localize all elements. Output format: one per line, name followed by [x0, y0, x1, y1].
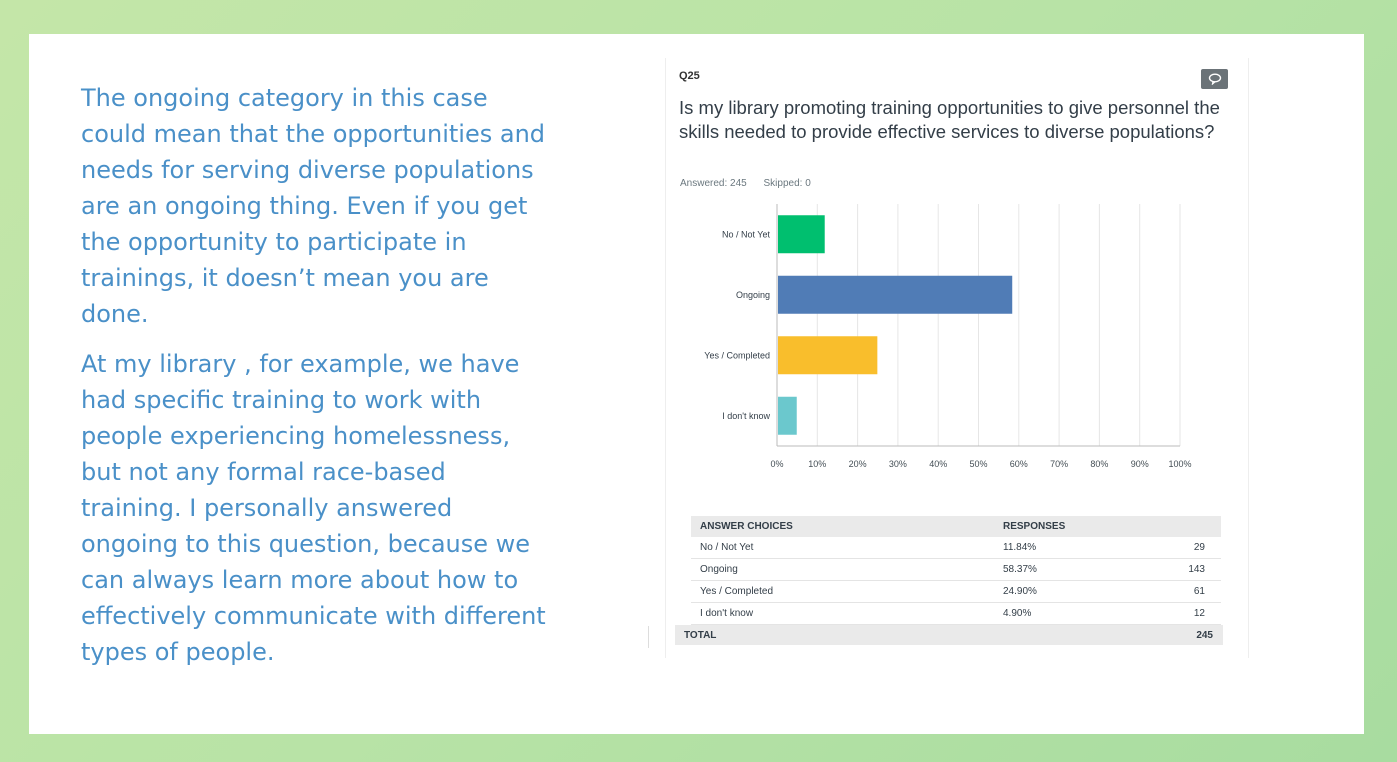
results-table: ANSWER CHOICES RESPONSES No / Not Yet 11…: [691, 516, 1221, 625]
response-meta: Answered: 245 Skipped: 0: [680, 178, 811, 189]
bar-ongoing[interactable]: [778, 275, 1013, 314]
table-row: Yes / Completed 24.90% 61: [691, 580, 1221, 603]
speech-bubble-icon: [1208, 73, 1221, 85]
row-percent: 58.37%: [994, 558, 1142, 581]
x-tick-label: 0%: [770, 459, 783, 469]
bar-yes-completed[interactable]: [778, 336, 878, 375]
x-tick-label: 90%: [1131, 459, 1149, 469]
bar-no-not-yet[interactable]: [778, 215, 825, 254]
x-tick-label: 10%: [808, 459, 826, 469]
x-tick-label: 80%: [1090, 459, 1108, 469]
row-choice: No / Not Yet: [691, 537, 994, 559]
category-label: No / Not Yet: [722, 229, 771, 239]
row-choice: Yes / Completed: [691, 580, 994, 603]
row-count: 143: [1142, 558, 1221, 581]
divider: [648, 626, 649, 648]
row-percent: 24.90%: [994, 580, 1142, 603]
question-text: Is my library promoting training opportu…: [679, 97, 1220, 142]
bar-chart: 0% 10% 20% 30% 40% 50% 60% 70% 80% 90% 100% No / No…: [704, 204, 1192, 469]
row-choice: Ongoing: [691, 558, 994, 581]
narrative-paragraph-2: At my library , for example, we have had…: [81, 350, 546, 666]
x-tick-label: 40%: [929, 459, 947, 469]
x-tick-label: 50%: [969, 459, 987, 469]
x-tick-label: 70%: [1050, 459, 1068, 469]
row-percent: 11.84%: [994, 537, 1142, 559]
total-value: 245: [1196, 630, 1213, 641]
x-tick-label: 20%: [849, 459, 867, 469]
skipped-count: Skipped: 0: [763, 178, 811, 189]
category-label: Yes / Completed: [704, 350, 770, 360]
slide: The ongoing category in this case could …: [29, 34, 1364, 734]
row-percent: 4.90%: [994, 602, 1142, 625]
survey-question-panel: Q25 Is my library promoting training opp…: [648, 58, 1249, 658]
category-label: Ongoing: [736, 290, 770, 300]
table-header-row: ANSWER CHOICES RESPONSES: [691, 516, 1221, 537]
x-tick-label: 100%: [1168, 459, 1191, 469]
table-row: Ongoing 58.37% 143: [691, 558, 1221, 581]
row-choice: I don't know: [691, 602, 994, 625]
header-answer-choices: ANSWER CHOICES: [691, 516, 994, 537]
total-label: TOTAL: [684, 630, 717, 641]
total-row: TOTAL 245: [675, 625, 1223, 645]
row-count: 12: [1142, 602, 1221, 625]
x-tick-label: 60%: [1010, 459, 1028, 469]
category-label: I don't know: [722, 411, 770, 421]
row-count: 61: [1142, 580, 1221, 603]
bar-i-don-t-know[interactable]: [778, 396, 797, 435]
header-count: [1142, 516, 1221, 537]
narrative-text: The ongoing category in this case could …: [81, 80, 551, 684]
comment-button[interactable]: [1201, 69, 1228, 89]
question-number: Q25: [679, 70, 700, 82]
x-tick-label: 30%: [889, 459, 907, 469]
table-row: No / Not Yet 11.84% 29: [691, 537, 1221, 559]
table-row: I don't know 4.90% 12: [691, 602, 1221, 625]
narrative-paragraph-1: The ongoing category in this case could …: [81, 84, 546, 328]
answered-count: Answered: 245: [680, 178, 747, 189]
header-responses: RESPONSES: [994, 516, 1142, 537]
row-count: 29: [1142, 537, 1221, 559]
